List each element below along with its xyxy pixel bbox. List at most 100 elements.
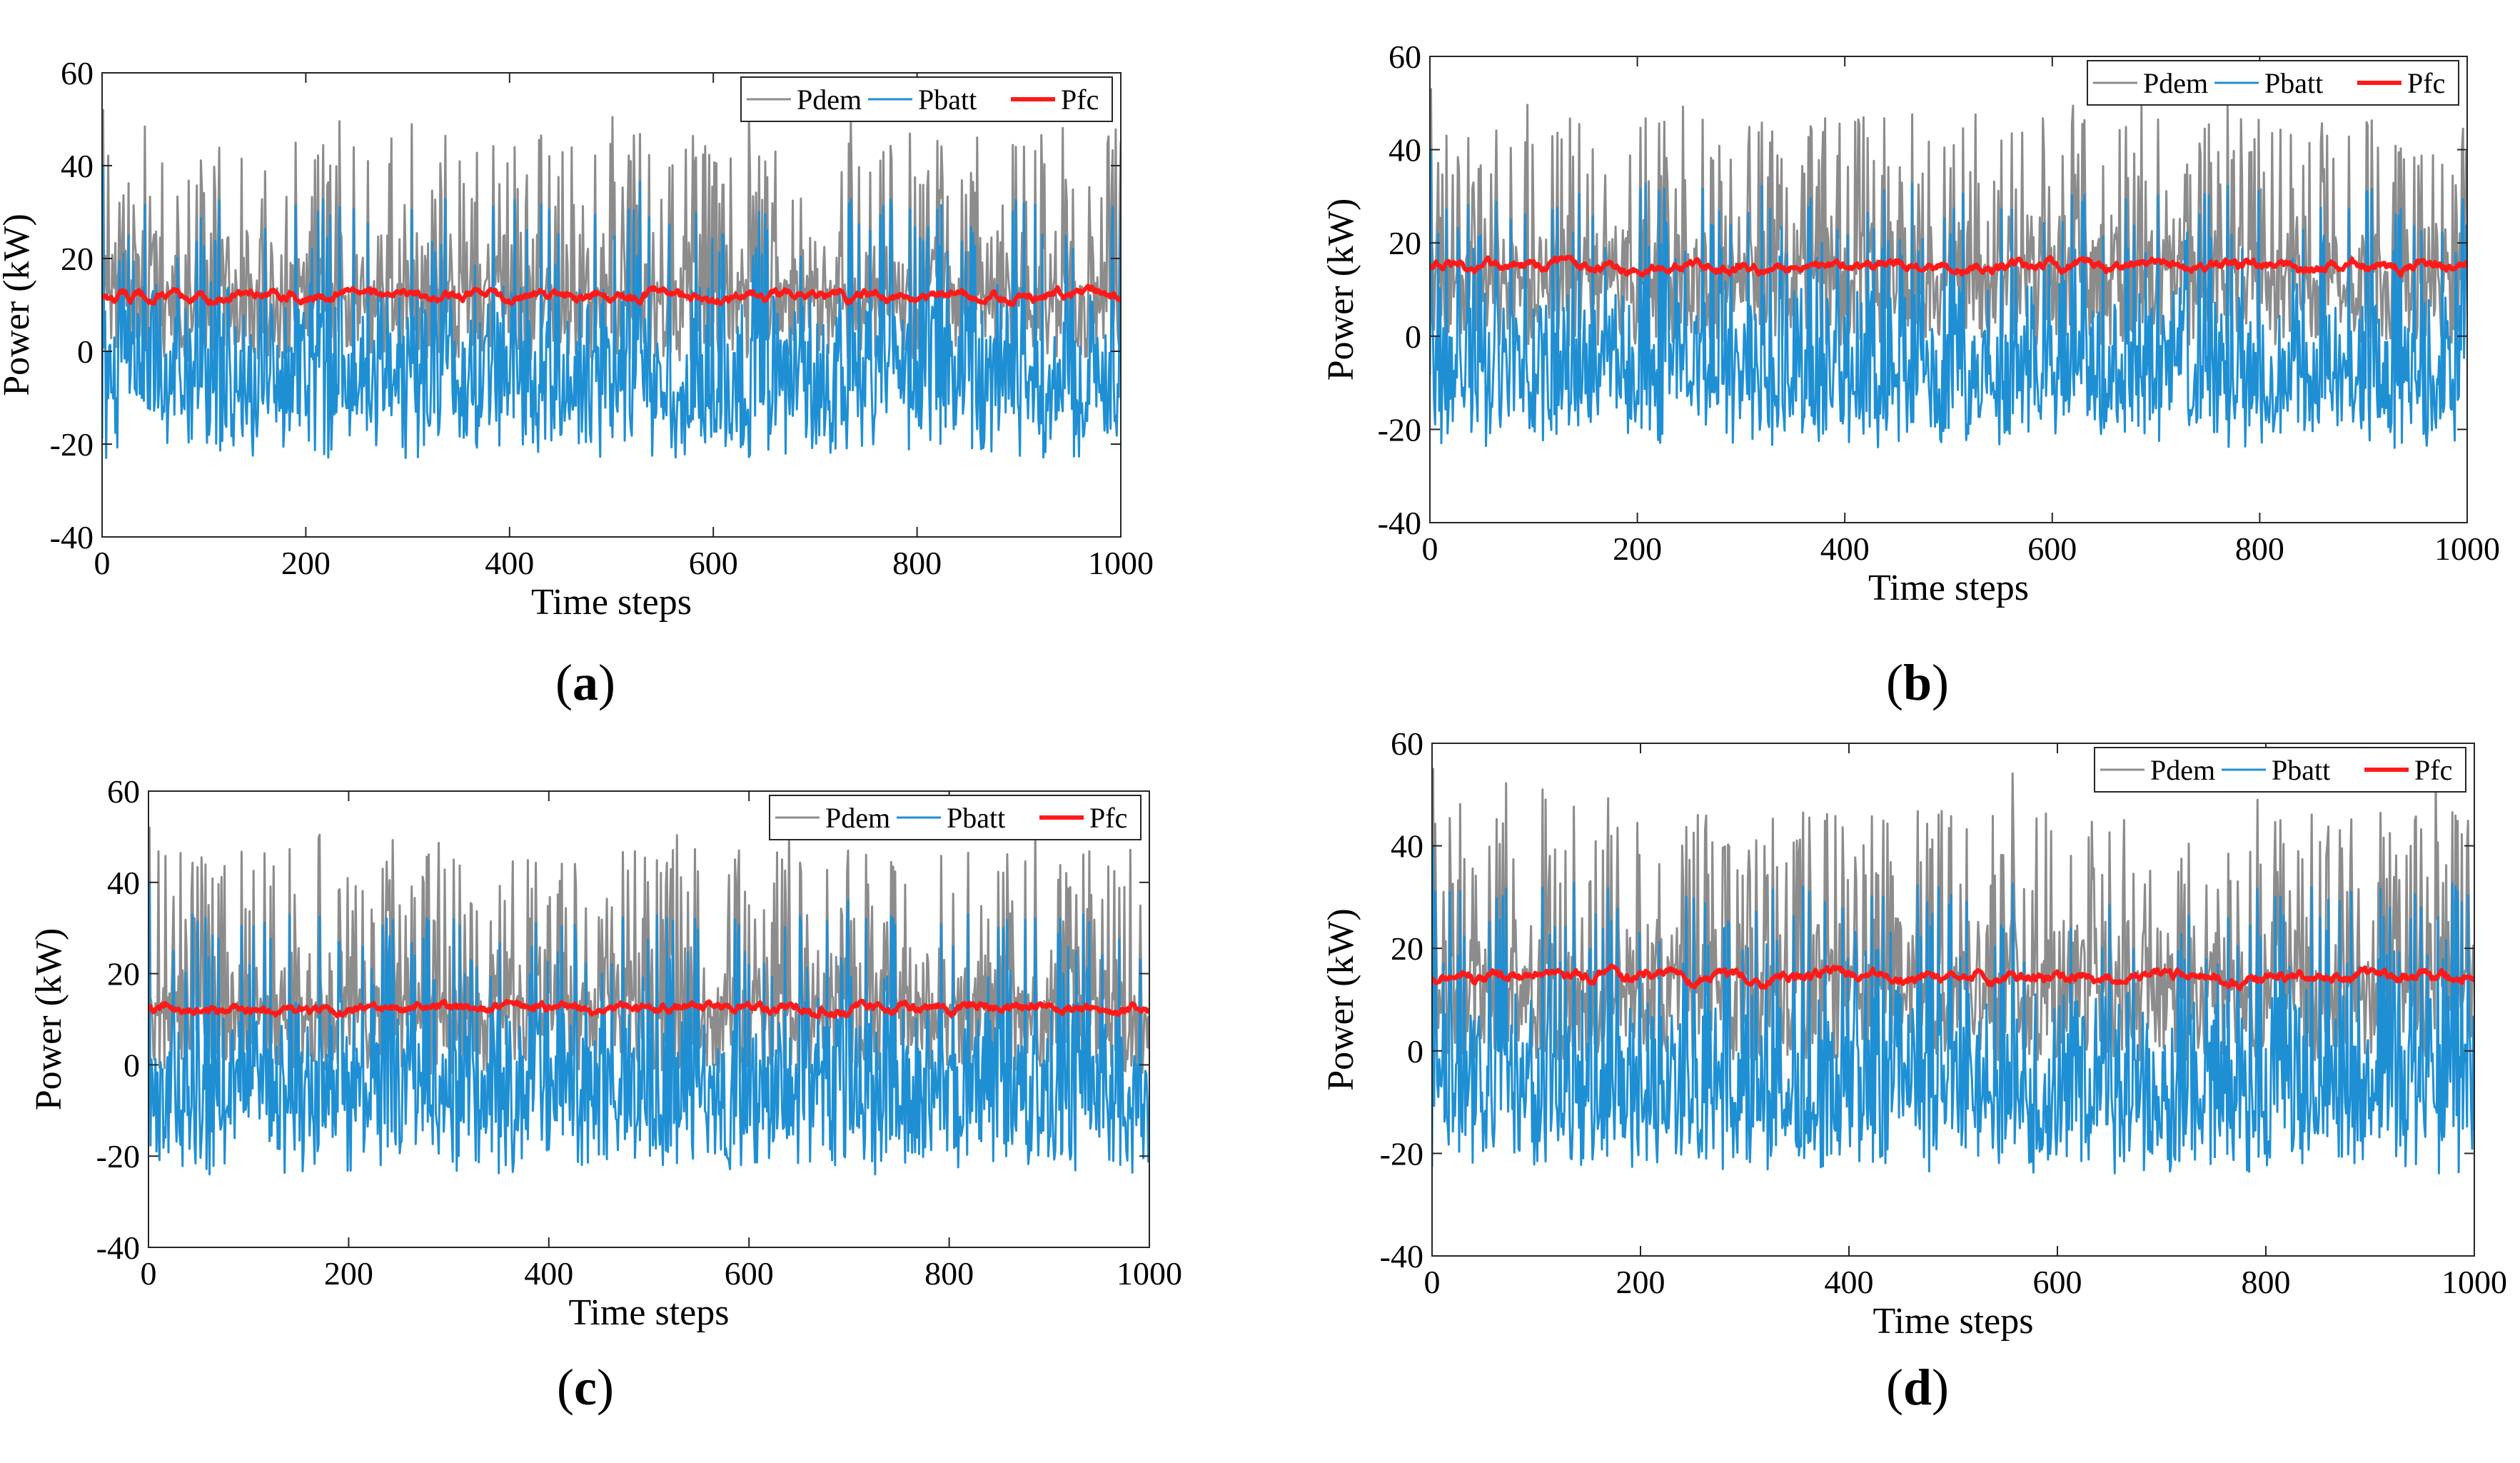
x-axis-label: Time steps: [531, 582, 692, 623]
legend-label-pfc: Pfc: [1061, 84, 1099, 116]
y-tick-label: -40: [96, 1230, 140, 1266]
series-line-pbatt: [1432, 845, 2474, 1175]
x-tick-label: 200: [1616, 1264, 1665, 1300]
y-tick-label: -20: [1378, 411, 1421, 448]
plot-frame: [101, 72, 1122, 538]
x-tick-label: 0: [1422, 531, 1438, 567]
legend-label-pbatt: Pbatt: [2272, 754, 2330, 786]
x-tick-label: 800: [924, 1255, 974, 1292]
x-tick-label: 200: [1613, 531, 1662, 567]
series-line-pfc: [102, 283, 1121, 308]
legend-label-pdem: Pdem: [797, 84, 862, 116]
x-tick-label: 600: [689, 545, 738, 581]
panel-caption: (b): [1886, 654, 1949, 711]
series-line-pbatt: [148, 881, 1149, 1176]
y-tick-label: 60: [107, 773, 140, 810]
x-tick-label: 1000: [1117, 1255, 1182, 1292]
x-tick-label: 400: [1825, 1264, 1874, 1300]
plot-frame: [1431, 743, 2475, 1257]
legend-label-pdem: Pdem: [2143, 67, 2208, 99]
y-tick-label: 60: [1391, 725, 1423, 762]
x-axis-label: Time steps: [1868, 568, 2029, 608]
series-line-pfc: [148, 998, 1149, 1020]
y-tick-label: 0: [1407, 1033, 1423, 1070]
panel-caption-letter: d: [1903, 1359, 1932, 1416]
legend-label-pfc: Pfc: [1089, 802, 1127, 834]
series-group: [1432, 768, 2474, 1175]
x-tick-label: 0: [1424, 1264, 1441, 1300]
x-tick-label: 800: [2235, 531, 2284, 567]
legend-label-pdem: Pdem: [825, 802, 890, 834]
y-tick-label: 40: [1388, 132, 1421, 169]
legend: Pdem Pbatt Pfc: [769, 795, 1141, 840]
y-tick-label: -40: [1378, 505, 1421, 541]
series-line-pbatt: [1430, 149, 2467, 449]
x-tick-label: 800: [2242, 1264, 2291, 1300]
series-group: [102, 109, 1121, 459]
y-tick-label: 20: [1388, 225, 1421, 261]
y-tick-label: -20: [50, 426, 94, 463]
x-tick-label: 600: [725, 1255, 774, 1292]
x-tick-label: 400: [485, 545, 534, 581]
series-group: [1430, 88, 2467, 449]
x-tick-label: 1000: [1088, 545, 1154, 581]
panel-caption: (a): [555, 654, 615, 711]
y-tick-label: 40: [61, 148, 94, 184]
legend-box: [2087, 60, 2459, 106]
x-tick-label: 600: [2033, 1264, 2082, 1300]
x-tick-label: 400: [1820, 531, 1870, 567]
y-tick-label: 20: [61, 241, 94, 277]
y-tick-label: 0: [77, 333, 94, 370]
panel-caption-letter: c: [574, 1359, 597, 1416]
x-axis-label: Time steps: [1873, 1301, 2034, 1342]
y-tick-label: 60: [1388, 39, 1421, 75]
x-axis-label: Time steps: [569, 1292, 730, 1333]
x-tick-label: 0: [94, 545, 111, 581]
series-line-pbatt: [102, 164, 1121, 459]
x-tick-label: 200: [324, 1255, 373, 1292]
x-tick-label: 200: [281, 545, 331, 581]
y-tick-label: -20: [96, 1138, 140, 1175]
series-line-pfc: [1430, 254, 2467, 278]
x-tick-label: 0: [141, 1255, 157, 1292]
y-tick-label: 20: [1391, 930, 1423, 967]
legend-label-pfc: Pfc: [2414, 754, 2452, 786]
legend-label-pfc: Pfc: [2407, 67, 2445, 99]
y-tick-label: 40: [107, 865, 140, 901]
panel-caption: (d): [1886, 1359, 1949, 1416]
y-tick-label: 20: [107, 956, 140, 992]
legend-label-pdem: Pdem: [2150, 754, 2215, 786]
y-axis-label: Power (kW): [1321, 198, 1361, 381]
panel-caption: (c): [557, 1359, 614, 1416]
x-tick-label: 600: [2027, 531, 2077, 567]
x-tick-label: 800: [892, 545, 942, 581]
plot-frame: [1429, 56, 2468, 523]
panel-caption-letter: b: [1903, 654, 1932, 711]
legend-label-pbatt: Pbatt: [918, 84, 977, 116]
y-axis-label: Power (kW): [1321, 908, 1361, 1091]
y-axis-label: Power (kW): [0, 213, 37, 396]
legend-label-pbatt: Pbatt: [2264, 67, 2323, 99]
series-group: [148, 826, 1149, 1176]
y-tick-label: -40: [50, 519, 94, 555]
y-tick-label: 0: [124, 1047, 140, 1083]
series-line-pfc: [1432, 963, 2474, 992]
plot-frame: [148, 790, 1150, 1248]
series-line-pdem: [1432, 768, 2474, 1062]
y-tick-label: -40: [1380, 1238, 1423, 1275]
x-tick-label: 1000: [2441, 1264, 2507, 1300]
legend-label-pbatt: Pbatt: [947, 802, 1005, 834]
y-tick-label: 0: [1405, 318, 1421, 355]
legend: Pdem Pbatt Pfc: [740, 76, 1113, 122]
x-tick-label: 400: [524, 1255, 573, 1292]
x-tick-label: 1000: [2434, 531, 2500, 567]
y-tick-label: 60: [61, 55, 94, 91]
legend: Pdem Pbatt Pfc: [2087, 60, 2459, 106]
legend: Pdem Pbatt Pfc: [2094, 747, 2466, 793]
y-axis-label: Power (kW): [29, 928, 69, 1111]
